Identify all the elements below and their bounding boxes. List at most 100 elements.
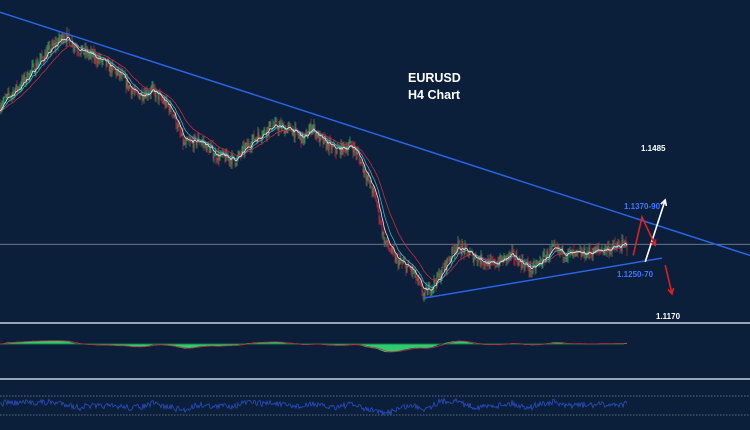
candle-body	[435, 282, 437, 286]
candle-body	[49, 45, 51, 53]
candle-body	[22, 78, 24, 82]
candle-body	[594, 247, 596, 254]
candle-body	[244, 146, 246, 154]
candle-body	[353, 145, 355, 153]
candle-body	[592, 253, 594, 257]
candle-body	[421, 285, 423, 293]
candle-body	[246, 143, 248, 148]
candle-body	[208, 145, 210, 153]
candle-body	[368, 175, 370, 183]
candle-body	[93, 51, 95, 60]
candle-body	[607, 246, 609, 249]
descending-resistance	[0, 11, 750, 257]
candle-body	[243, 145, 245, 154]
candle-body	[391, 247, 393, 253]
candle-body	[188, 141, 190, 142]
candle-body	[501, 258, 503, 261]
candle-body	[131, 90, 133, 95]
candle-body	[18, 87, 20, 89]
candle-body	[252, 134, 254, 140]
candle-body	[39, 58, 41, 62]
candle-body	[4, 97, 6, 99]
candle-body	[393, 250, 395, 253]
candle-body	[124, 76, 126, 78]
candle-body	[132, 90, 134, 92]
candle-body	[114, 69, 116, 71]
candle-body	[303, 138, 305, 143]
candle-body	[160, 93, 162, 99]
bearish-breakdown-arrow-head	[667, 287, 675, 296]
chart-title: EURUSD	[408, 71, 461, 85]
candle-body	[128, 85, 130, 89]
candle-body	[585, 257, 587, 259]
candle-body	[568, 249, 570, 252]
candle-body	[155, 90, 157, 98]
candle-body	[141, 92, 143, 100]
candle-body	[42, 57, 44, 61]
candle-body	[135, 88, 137, 92]
candle-body	[232, 154, 234, 156]
candle-body	[412, 266, 414, 274]
candle-body	[345, 148, 347, 152]
candle-body	[295, 127, 297, 129]
candle-body	[436, 273, 438, 286]
candle-body	[415, 271, 417, 281]
candle-body	[399, 259, 401, 261]
candle-body	[405, 263, 407, 273]
candle-body	[467, 250, 469, 257]
candle-body	[484, 261, 486, 265]
candle-body	[12, 91, 14, 95]
candle-body	[312, 127, 314, 129]
candle-body	[173, 114, 175, 118]
candle-body	[289, 125, 291, 126]
candle-body	[68, 33, 70, 39]
candle-body	[242, 145, 244, 149]
candle-body	[402, 262, 404, 264]
candle-body	[329, 140, 331, 142]
candle-body	[603, 250, 605, 254]
candle-body	[101, 60, 103, 62]
candle-body	[420, 282, 422, 286]
candle-body	[580, 250, 582, 257]
candle-body	[154, 89, 156, 98]
candle-body	[21, 78, 23, 88]
candle-body	[11, 94, 13, 97]
candle-body	[346, 148, 348, 153]
candle-body	[52, 43, 54, 46]
candle-body	[174, 115, 176, 118]
candle-body	[499, 255, 501, 266]
candle-body	[309, 124, 311, 131]
candle-body	[459, 242, 461, 253]
candle-body	[0, 107, 2, 111]
candle-body	[334, 144, 336, 152]
candle-body	[480, 254, 482, 264]
candle-body	[235, 164, 237, 166]
candle-body	[120, 71, 122, 77]
candle-body	[443, 267, 445, 270]
candle-body	[236, 156, 238, 165]
candle-body	[8, 92, 10, 96]
candle-body	[529, 264, 531, 272]
candle-body	[178, 124, 180, 127]
candle-body	[169, 103, 171, 112]
candle-body	[227, 157, 229, 159]
candle-body	[62, 34, 64, 42]
candle-body	[137, 92, 139, 95]
candle-body	[551, 245, 553, 249]
candle-body	[445, 261, 447, 270]
candle-body	[433, 279, 435, 288]
candle-body	[24, 75, 26, 82]
candle-body	[497, 262, 499, 267]
candle-body	[161, 98, 163, 100]
candle-body	[456, 246, 458, 250]
candle-body	[347, 147, 349, 153]
candle-body	[543, 254, 545, 255]
candle-body	[209, 148, 211, 153]
candle-body	[92, 51, 94, 57]
candle-body	[388, 246, 390, 250]
candle-body	[182, 133, 184, 145]
candle-body	[386, 240, 388, 243]
candle-body	[383, 232, 385, 245]
candle-body	[219, 154, 221, 160]
candle-body	[55, 42, 57, 47]
